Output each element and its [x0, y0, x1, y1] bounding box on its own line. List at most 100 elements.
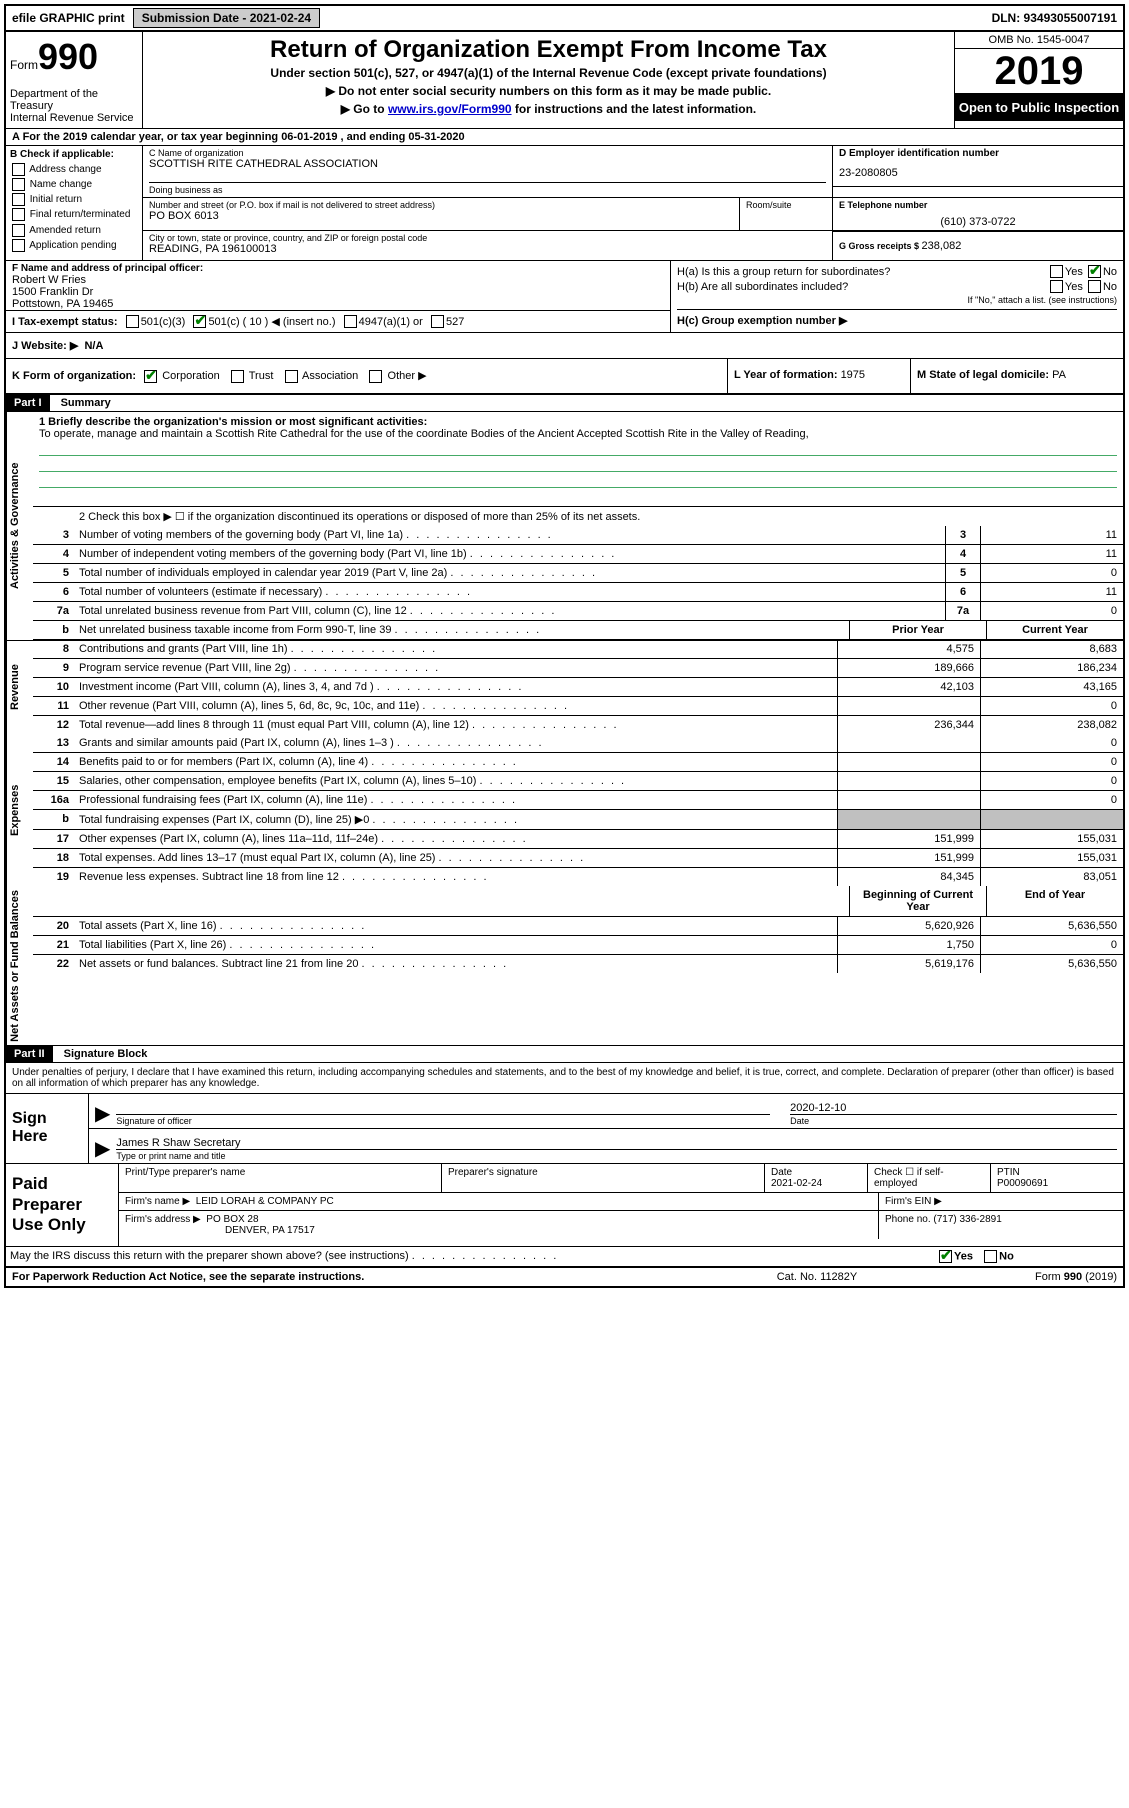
col-begin-h: Beginning of Current Year — [849, 886, 986, 916]
gross-val: 238,082 — [922, 240, 962, 252]
firm-name-cell: Firm's name ▶ LEID LORAH & COMPANY PC — [119, 1193, 879, 1210]
line-8: 8Contributions and grants (Part VIII, li… — [33, 640, 1123, 659]
website-row: J Website: ▶ N/A — [6, 333, 1123, 359]
gross-block: G Gross receipts $ 238,082 — [833, 231, 1123, 260]
gov-line-3: 3Number of voting members of the governi… — [33, 526, 1123, 545]
form-number: 990 — [38, 36, 98, 77]
chk-4947[interactable] — [344, 315, 357, 328]
chk-501c[interactable] — [193, 315, 206, 328]
ha-yes[interactable] — [1050, 265, 1063, 278]
city-cell: City or town, state or province, country… — [143, 231, 832, 260]
line-text: Total unrelated business revenue from Pa… — [75, 602, 945, 620]
open-public-badge: Open to Public Inspection — [955, 94, 1123, 121]
chk-pending[interactable]: Application pending — [10, 239, 138, 253]
sig-date-lbl: Date — [790, 1114, 1117, 1126]
line-box: 7a — [945, 602, 980, 620]
f-lbl: F Name and address of principal officer: — [12, 263, 664, 274]
arrow-icon: ▶ — [95, 1101, 110, 1126]
prior-val: 151,999 — [837, 830, 980, 848]
h-block: H(a) Is this a group return for subordin… — [670, 261, 1123, 332]
ein-block: D Employer identification number 23-2080… — [833, 146, 1123, 187]
opt-name: Name change — [30, 179, 92, 190]
opt-4947: 4947(a)(1) or — [359, 316, 423, 328]
instructions-link[interactable]: www.irs.gov/Form990 — [388, 102, 512, 116]
m-lbl: M State of legal domicile: — [917, 369, 1052, 381]
part2-header-row: Part II Signature Block — [6, 1046, 1123, 1063]
sign-here-label: Sign Here — [6, 1094, 88, 1163]
prep-check-cell[interactable]: Check ☐ if self-employed — [868, 1164, 991, 1192]
rev-col-header: Prior Year Current Year — [33, 621, 1123, 640]
line-text: Other expenses (Part IX, column (A), lin… — [75, 830, 837, 848]
hb-no[interactable] — [1088, 280, 1101, 293]
chk-name-change[interactable]: Name change — [10, 178, 138, 192]
prior-val: 189,666 — [837, 659, 980, 677]
sig-officer-field[interactable]: Signature of officer — [116, 1102, 770, 1126]
line2-row: 2 Check this box ▶ ☐ if the organization… — [33, 507, 1123, 526]
chk-trust[interactable] — [231, 370, 244, 383]
chk-corp[interactable] — [144, 370, 157, 383]
prior-val — [837, 772, 980, 790]
line-text: Total revenue—add lines 8 through 11 (mu… — [75, 716, 837, 734]
hb-note: If "No," attach a list. (see instruction… — [677, 295, 1117, 305]
discuss-no-chk[interactable] — [984, 1250, 997, 1263]
h-b-row: H(b) Are all subordinates included? Yes … — [677, 280, 1117, 293]
header-row: Form990 Department of the Treasury Inter… — [6, 32, 1123, 129]
city-row: City or town, state or province, country… — [143, 231, 1123, 260]
line-13: 13Grants and similar amounts paid (Part … — [33, 734, 1123, 753]
ptin-cell: PTIN P00090691 — [991, 1164, 1123, 1192]
col-g: G Gross receipts $ 238,082 — [832, 231, 1123, 260]
curr-val: 0 — [980, 734, 1123, 752]
line-10: 10Investment income (Part VIII, column (… — [33, 678, 1123, 697]
line-text: Grants and similar amounts paid (Part IX… — [75, 734, 837, 752]
hc-lbl: H(c) Group exemption number ▶ — [677, 314, 847, 327]
chk-initial[interactable]: Initial return — [10, 193, 138, 207]
discuss-yes-chk[interactable] — [939, 1250, 952, 1263]
footer-form-num: 990 — [1064, 1271, 1082, 1283]
chk-assoc[interactable] — [285, 370, 298, 383]
prior-val: 151,999 — [837, 849, 980, 867]
net-col-header: Beginning of Current Year End of Year — [33, 886, 1123, 917]
line-text: Total expenses. Add lines 13–17 (must eq… — [75, 849, 837, 867]
line-box: 4 — [945, 545, 980, 563]
chk-final[interactable]: Final return/terminated — [10, 208, 138, 222]
preparer-fields: Print/Type preparer's name Preparer's si… — [118, 1164, 1123, 1245]
chk-amended[interactable]: Amended return — [10, 224, 138, 238]
prior-val — [837, 791, 980, 809]
form-label: Form — [10, 58, 38, 72]
line-num: 8 — [33, 640, 75, 658]
submission-date-btn[interactable]: Submission Date - 2021-02-24 — [133, 8, 320, 28]
h-a-row: H(a) Is this a group return for subordin… — [677, 265, 1117, 278]
line-20: 20Total assets (Part X, line 16) 5,620,9… — [33, 917, 1123, 936]
line-num: 11 — [33, 697, 75, 715]
opt-amended: Amended return — [29, 225, 101, 236]
prep-sig-cell: Preparer's signature — [442, 1164, 765, 1192]
net-content: Beginning of Current Year End of Year 20… — [33, 886, 1123, 1046]
prior-val: 1,750 — [837, 936, 980, 954]
chk-address-change[interactable]: Address change — [10, 163, 138, 177]
footer-mid: Cat. No. 11282Y — [717, 1271, 917, 1283]
line-text: Program service revenue (Part VIII, line… — [75, 659, 837, 677]
ha-no[interactable] — [1088, 265, 1101, 278]
opt-corp: Corporation — [162, 370, 219, 382]
gov-line-4: 4Number of independent voting members of… — [33, 545, 1123, 564]
org-name: SCOTTISH RITE CATHEDRAL ASSOCIATION — [149, 158, 826, 170]
chk-501c3[interactable] — [126, 315, 139, 328]
opt-address: Address change — [29, 164, 101, 175]
chk-527[interactable] — [431, 315, 444, 328]
f-h-row: F Name and address of principal officer:… — [6, 261, 1123, 333]
hb-yes[interactable] — [1050, 280, 1063, 293]
firm-ein-cell: Firm's EIN ▶ — [879, 1193, 1123, 1210]
m-val: PA — [1052, 369, 1066, 381]
footer-left: For Paperwork Reduction Act Notice, see … — [12, 1271, 717, 1283]
line-num: 13 — [33, 734, 75, 752]
line-9: 9Program service revenue (Part VIII, lin… — [33, 659, 1123, 678]
line-text: Other revenue (Part VIII, column (A), li… — [75, 697, 837, 715]
sub3-pre: ▶ Go to — [341, 102, 388, 116]
line1-val: To operate, manage and maintain a Scotti… — [39, 428, 809, 440]
line-text: Professional fundraising fees (Part IX, … — [75, 791, 837, 809]
footer-year: 2019 — [1089, 1271, 1113, 1283]
row-a-tax-year: A For the 2019 calendar year, or tax yea… — [6, 129, 1123, 146]
prep-name-cell: Print/Type preparer's name — [119, 1164, 442, 1192]
chk-other[interactable] — [369, 370, 382, 383]
col-prior-h: Prior Year — [849, 621, 986, 639]
